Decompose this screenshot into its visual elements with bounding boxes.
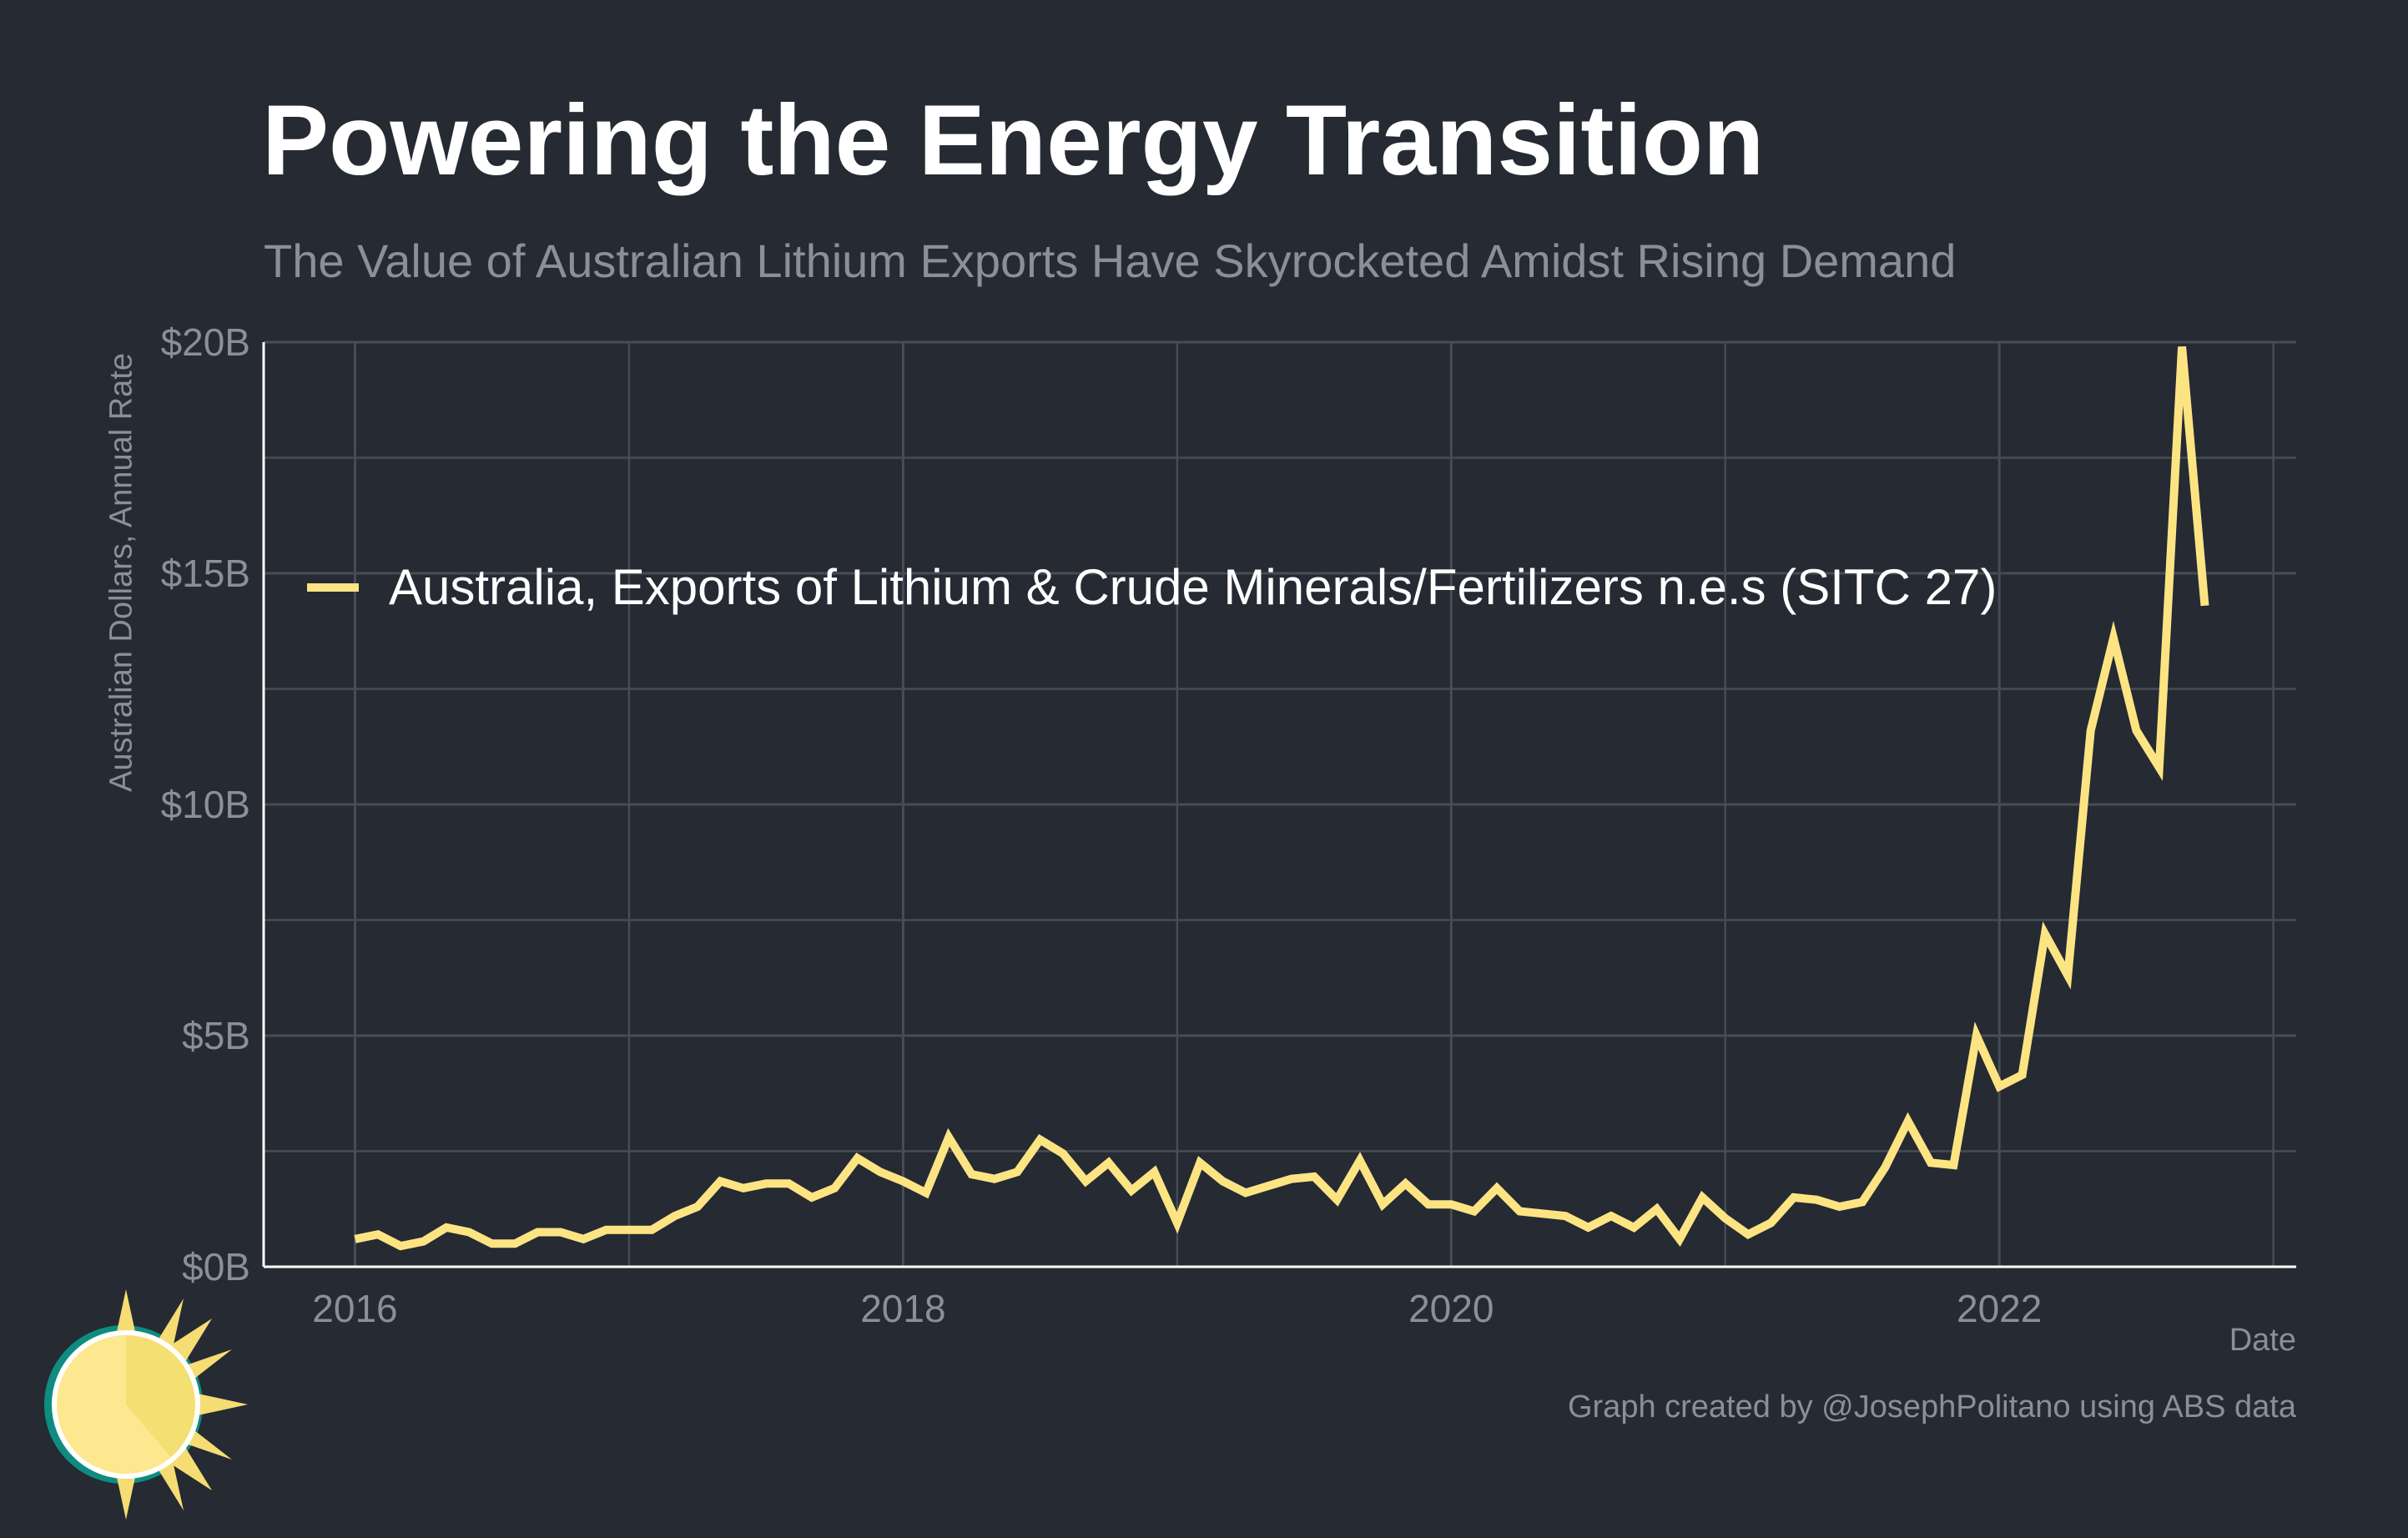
y-tick-label: $15B xyxy=(161,552,250,595)
y-tick-label: $5B xyxy=(182,1014,250,1057)
y-tick-label: $0B xyxy=(182,1245,250,1288)
source-credit: Graph created by @JosephPolitano using A… xyxy=(1567,1389,2296,1425)
x-tick-label: 2020 xyxy=(1408,1287,1494,1330)
major-gridlines xyxy=(264,340,2296,1268)
y-tick-label: $10B xyxy=(161,783,250,826)
x-tick-label: 2016 xyxy=(312,1287,397,1330)
sun-icon xyxy=(44,1289,248,1520)
series-line xyxy=(354,346,2209,1251)
axes xyxy=(262,342,2296,1268)
x-tick-labels: 2016 2018 2020 2022 xyxy=(312,1287,2042,1330)
legend: Australia, Exports of Lithium & Crude Mi… xyxy=(307,559,1997,615)
x-axis-title: Date xyxy=(2229,1323,2296,1358)
x-tick-label: 2018 xyxy=(860,1287,945,1330)
y-tick-labels: $0B $5B $10B $15B $20B xyxy=(161,320,250,1288)
y-tick-label: $20B xyxy=(161,320,250,364)
chart-subtitle: The Value of Australian Lithium Exports … xyxy=(264,234,1957,287)
legend-label: Australia, Exports of Lithium & Crude Mi… xyxy=(389,559,1997,615)
chart-title: Powering the Energy Transition xyxy=(262,84,1765,196)
x-tick-label: 2022 xyxy=(1957,1287,2042,1330)
series-layer xyxy=(354,346,2209,1251)
